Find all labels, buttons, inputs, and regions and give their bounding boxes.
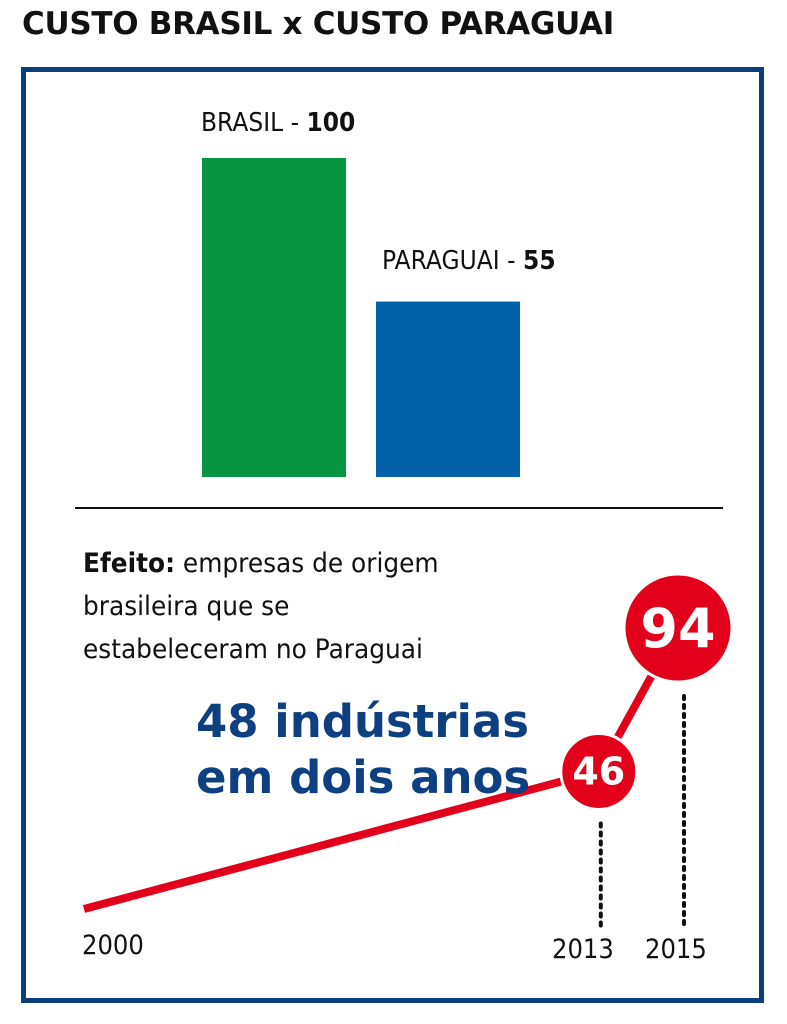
effect-line-1: empresas de origem [175,548,439,579]
bar-label-brasil-sep: - [283,108,307,138]
bar-label-brasil-value: 100 [306,108,356,138]
bar-paraguai [376,301,520,477]
effect-line-3: estabeleceram no Paraguai [83,634,423,665]
x-tick-2000: 2000 [82,930,144,961]
chart-title: CUSTO BRASIL x CUSTO PARAGUAI [22,6,614,42]
highlight-line-1: 48 indústrias [196,695,530,748]
bar-label-brasil-name: BRASIL [201,108,284,138]
point-marker-2015 [622,572,734,684]
bar-label-brasil: BRASIL - 100 [201,108,355,138]
chart-frame [21,67,764,1003]
data-label-2015: 94 [640,597,715,660]
section-divider [75,507,723,509]
bar-brasil [202,158,346,477]
data-label-2013: 46 [572,749,625,793]
bar-label-paraguai: PARAGUAI - 55 [382,246,556,276]
effect-description: Efeito: empresas de origem brasileira qu… [83,542,488,671]
x-tick-2015: 2015 [645,934,707,965]
bar-label-paraguai-sep: - [499,246,524,276]
bar-label-paraguai-value: 55 [523,246,556,276]
highlight-line-2: em dois anos [196,751,531,804]
bar-label-paraguai-name: PARAGUAI [382,246,500,276]
effect-line-2: brasileira que se [83,591,290,622]
x-tick-2013: 2013 [552,934,614,965]
highlight-text: 48 indústrias em dois anos [196,694,556,806]
effect-label: Efeito: [83,548,176,579]
point-marker-2013 [559,731,639,811]
